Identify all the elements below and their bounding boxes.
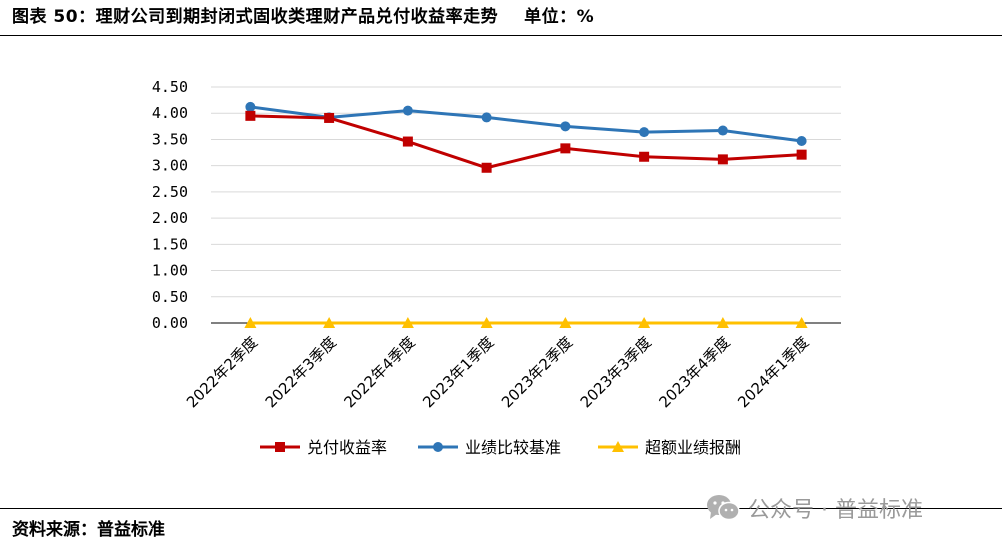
line-chart: 0.00 0.50 1.00 1.50 2.00 2.50 3.00 3.50 4.00 4.50… bbox=[152, 78, 841, 457]
data-point bbox=[559, 317, 572, 328]
data-point bbox=[481, 162, 492, 173]
legend-item: 超额业绩报酬 bbox=[598, 438, 741, 457]
data-point bbox=[560, 143, 571, 154]
series-2 bbox=[244, 317, 808, 328]
figure-title-text: 图表 50：理财公司到期封闭式固收类理财产品兑付收益率走势 bbox=[12, 7, 499, 27]
data-point bbox=[716, 317, 729, 328]
legend-label: 兑付收益率 bbox=[307, 438, 387, 457]
source-note: 资料来源：普益标准 bbox=[12, 520, 165, 540]
data-point bbox=[796, 149, 807, 160]
data-point bbox=[401, 317, 414, 328]
x-axis: 2022年2季度 2022年3季度 2022年4季度 2023年1季度 2023年2季度… bbox=[183, 322, 841, 411]
x-tick-label: 2024年1季度 bbox=[734, 333, 812, 411]
data-point bbox=[480, 317, 493, 328]
series-line bbox=[250, 105, 802, 143]
figure-title: 图表 50：理财公司到期封闭式固收类理财产品兑付收益率走势 单位：% bbox=[12, 2, 594, 27]
wechat-icon bbox=[707, 495, 740, 521]
x-tick-label: 2023年2季度 bbox=[498, 333, 576, 411]
y-axis: 0.00 0.50 1.00 1.50 2.00 2.50 3.00 3.50 4.00 4.50 bbox=[152, 78, 188, 332]
data-point bbox=[244, 317, 257, 328]
bottom-rule bbox=[0, 508, 1002, 509]
data-point bbox=[245, 110, 256, 121]
x-tick-label: 2023年4季度 bbox=[655, 333, 733, 411]
legend-swatch-marker bbox=[275, 442, 285, 452]
series-line bbox=[250, 114, 802, 170]
y-tick-label: 2.00 bbox=[152, 209, 188, 227]
watermark-text: 公众号 · 普益标准 bbox=[748, 498, 923, 523]
data-point bbox=[638, 317, 651, 328]
data-point bbox=[717, 125, 728, 136]
x-tick-label: 2022年4季度 bbox=[340, 333, 418, 411]
data-point bbox=[481, 112, 492, 123]
data-point bbox=[560, 121, 571, 132]
y-tick-label: 1.00 bbox=[152, 262, 188, 280]
data-point bbox=[245, 101, 256, 112]
x-tick-label: 2023年3季度 bbox=[577, 333, 655, 411]
data-point bbox=[402, 105, 413, 116]
data-point bbox=[796, 136, 807, 147]
y-tick-label: 3.50 bbox=[152, 130, 188, 148]
y-tick-label: 2.50 bbox=[152, 183, 188, 201]
gridlines bbox=[211, 86, 841, 298]
data-point bbox=[639, 127, 650, 138]
data-point bbox=[717, 154, 728, 165]
unit-label: 单位：% bbox=[524, 7, 595, 27]
y-tick-label: 4.50 bbox=[152, 78, 188, 96]
y-tick-label: 0.50 bbox=[152, 288, 188, 306]
y-tick-label: 3.00 bbox=[152, 157, 188, 175]
legend-item: 业绩比较基准 bbox=[418, 438, 561, 457]
x-tick-label: 2023年1季度 bbox=[419, 333, 497, 411]
data-point bbox=[795, 317, 808, 328]
data-point bbox=[324, 112, 335, 123]
y-tick-label: 0.00 bbox=[152, 314, 188, 332]
legend-label: 超额业绩报酬 bbox=[645, 438, 741, 457]
watermark: 公众号 · 普益标准 bbox=[706, 492, 923, 524]
y-tick-label: 1.50 bbox=[152, 235, 188, 253]
legend-swatch-marker bbox=[433, 442, 443, 452]
plot-area bbox=[244, 101, 808, 328]
legend-label: 业绩比较基准 bbox=[465, 438, 561, 457]
data-point bbox=[402, 136, 413, 147]
top-rule bbox=[0, 35, 1002, 36]
data-point bbox=[639, 151, 650, 162]
y-tick-label: 4.00 bbox=[152, 104, 188, 122]
legend: 兑付收益率 业绩比较基准 超额业绩报酬 bbox=[260, 438, 741, 457]
x-tick-label: 2022年2季度 bbox=[183, 333, 261, 411]
legend-swatch-marker bbox=[612, 441, 624, 452]
data-point bbox=[323, 317, 336, 328]
series-0 bbox=[245, 110, 807, 173]
legend-item: 兑付收益率 bbox=[260, 438, 387, 457]
x-tick-label: 2022年3季度 bbox=[262, 333, 340, 411]
